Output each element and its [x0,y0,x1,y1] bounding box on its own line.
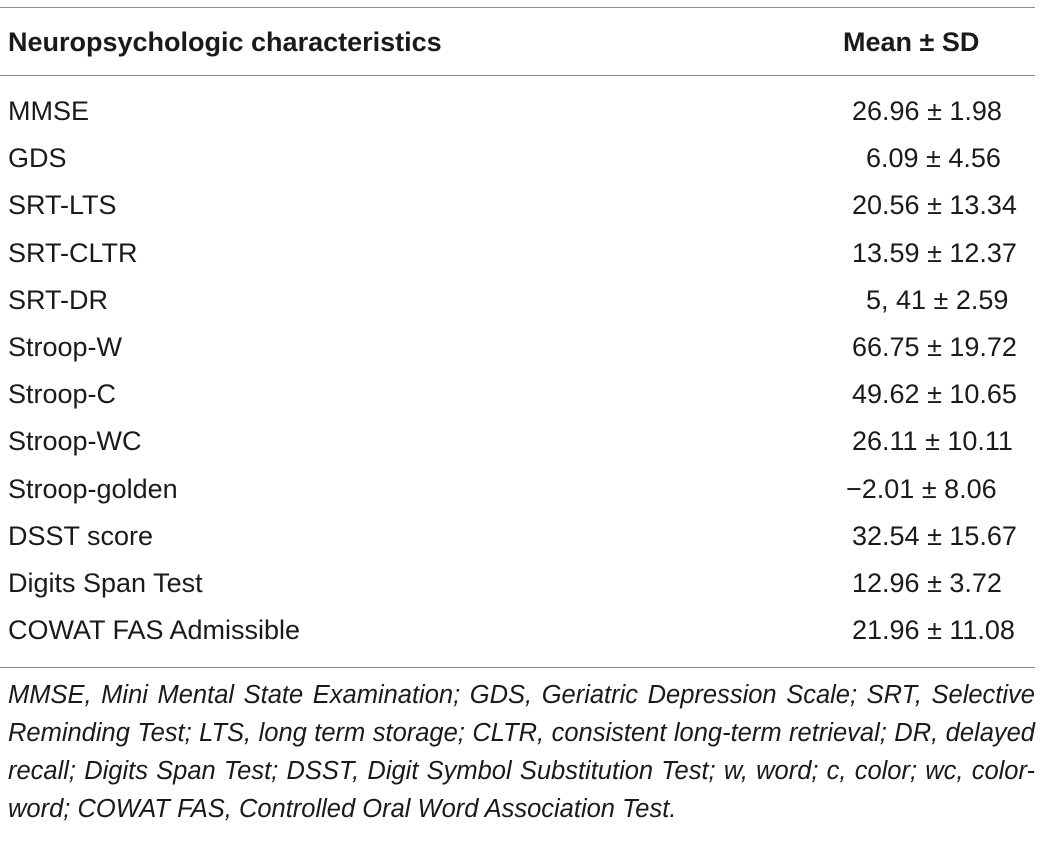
row-label: Stroop-golden [8,473,178,504]
row-label: DSST score [8,520,154,551]
table-row: DSST score 32.54 ± 15.67 [0,513,1035,560]
row-value: −2.01 ± 8.06 [846,473,997,504]
table-row: Stroop-C 49.62 ± 10.65 [0,371,1035,418]
table-row: SRT-CLTR 13.59 ± 12.37 [0,230,1035,277]
table-row: Stroop-WC 26.11 ± 10.11 [0,418,1035,465]
table-row: SRT-LTS 20.56 ± 13.34 [0,182,1035,229]
row-value: 21.96 ± 11.08 [852,615,1015,646]
row-label: Stroop-WC [8,426,142,457]
table-header-row: Neuropsychologic characteristics Mean ± … [0,18,1035,66]
table-row: Digits Span Test 12.96 ± 3.72 [0,560,1035,607]
row-value: 13.59 ± 12.37 [852,237,1017,268]
table-bottom-rule [0,667,1035,668]
row-label: Stroop-C [8,379,117,410]
row-label: COWAT FAS Admissible [8,615,301,646]
table-row: COWAT FAS Admissible 21.96 ± 11.08 [0,607,1035,654]
row-label: Stroop-W [8,331,123,362]
row-label: GDS [8,143,67,174]
row-value: 26.96 ± 1.98 [852,96,1002,126]
header-characteristics: Neuropsychologic characteristics [8,27,442,57]
table-body: MMSE 26.96 ± 1.98 GDS 6.09 ± 4.56 SRT-LT… [0,88,1035,654]
table-header-rule [0,75,1035,76]
table-row: Stroop-golden −2.01 ± 8.06 [0,466,1035,513]
row-value: 20.56 ± 13.34 [852,190,1017,221]
row-value: 66.75 ± 19.72 [852,331,1017,362]
header-mean-sd: Mean ± SD [843,27,980,57]
row-value: 49.62 ± 10.65 [852,379,1017,410]
row-value: 26.11 ± 10.11 [852,426,1013,457]
row-label: SRT-CLTR [8,237,138,268]
table-top-rule [0,7,1035,8]
row-value: 5, 41 ± 2.59 [866,284,1009,315]
table-row: MMSE 26.96 ± 1.98 [0,88,1035,135]
table-row: GDS 6.09 ± 4.56 [0,135,1035,182]
row-label: SRT-DR [8,284,109,315]
row-value: 32.54 ± 15.67 [852,520,1017,551]
table-row: SRT-DR 5, 41 ± 2.59 [0,277,1035,324]
row-label: SRT-LTS [8,190,117,221]
row-label: MMSE [8,96,89,126]
row-label: Digits Span Test [8,567,203,598]
table-footnote: MMSE, Mini Mental State Examination; GDS… [8,681,1035,823]
row-value: 6.09 ± 4.56 [866,143,1001,174]
row-value: 12.96 ± 3.72 [852,567,1002,598]
table-row: Stroop-W 66.75 ± 19.72 [0,324,1035,371]
